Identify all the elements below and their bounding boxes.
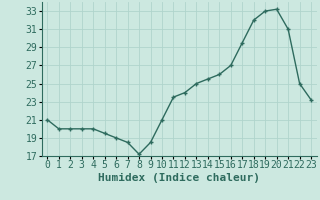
X-axis label: Humidex (Indice chaleur): Humidex (Indice chaleur) <box>98 173 260 183</box>
